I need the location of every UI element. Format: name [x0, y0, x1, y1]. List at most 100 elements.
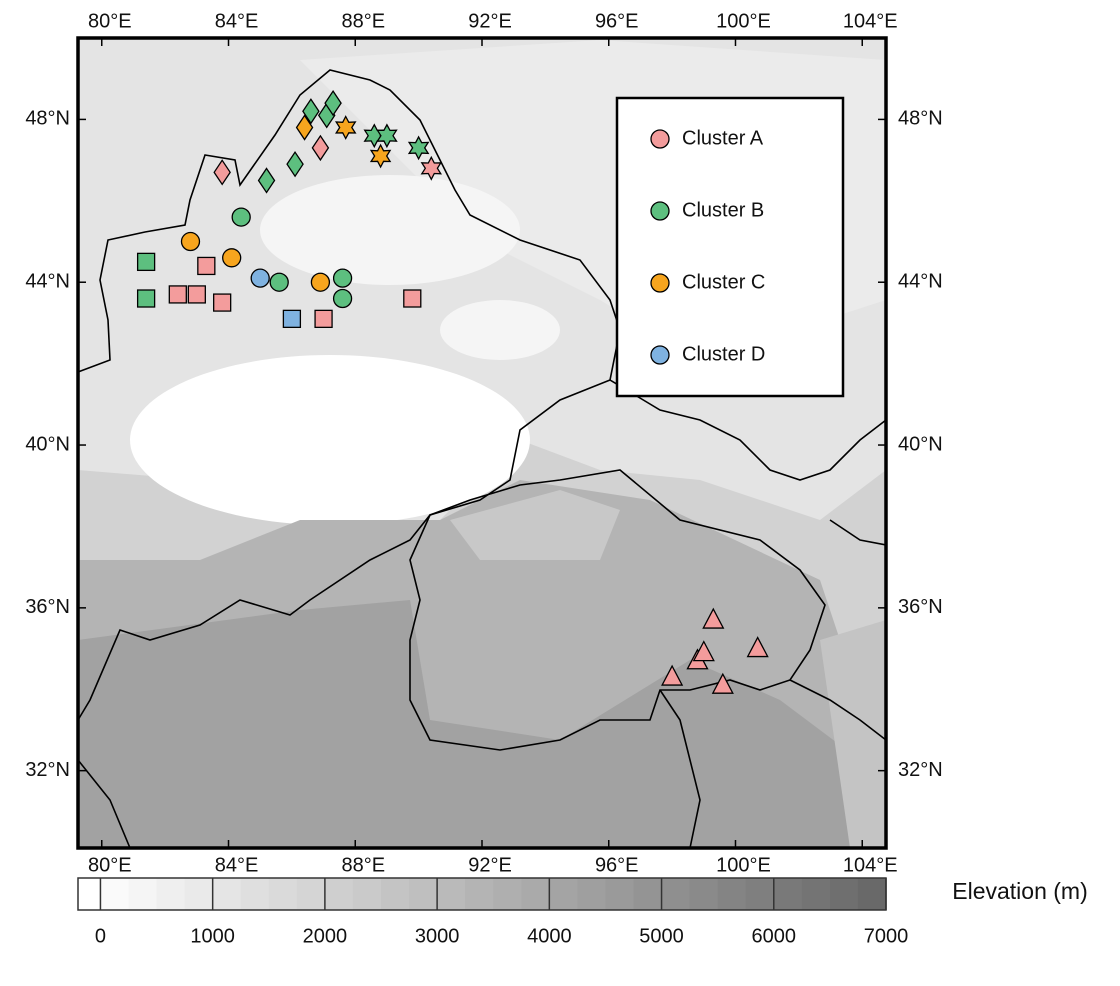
colorbar-segment	[857, 878, 887, 910]
x-tick-label-bottom: 80°E	[88, 854, 132, 876]
legend-box	[615, 96, 845, 398]
legend-label: Cluster B	[682, 199, 764, 221]
site-marker	[332, 268, 353, 288]
site-marker	[250, 268, 270, 288]
site-marker	[282, 309, 302, 329]
y-tick-label-right: 48°N	[898, 108, 943, 130]
colorbar-tick-label: 0	[95, 925, 106, 947]
colorbar-segment	[100, 878, 129, 910]
site-marker	[180, 231, 201, 252]
y-tick-label-right: 32°N	[898, 759, 943, 781]
colorbar-segment	[661, 878, 691, 910]
colorbar-tick-label: 4000	[527, 925, 572, 947]
colorbar-segment	[324, 878, 354, 910]
site-marker	[231, 207, 251, 227]
site-marker	[661, 664, 684, 686]
colorbar-tick-label: 5000	[639, 925, 684, 947]
colorbar-segment	[128, 878, 158, 910]
colorbar-segment	[549, 878, 578, 910]
colorbar-segment	[829, 878, 859, 910]
colorbar-tick-label: 1000	[190, 925, 235, 947]
site-marker	[403, 289, 422, 308]
x-tick-label-bottom: 104°E	[843, 854, 898, 876]
site-marker	[295, 114, 314, 141]
legend-label: Cluster A	[682, 127, 764, 149]
site-marker	[407, 135, 430, 161]
legend	[615, 96, 845, 398]
x-tick-label-bottom: 84°E	[215, 854, 259, 876]
x-tick-label-top: 80°E	[88, 10, 132, 32]
colorbar-tick-label: 2000	[303, 925, 348, 947]
x-tick-label-top: 96°E	[595, 10, 639, 32]
y-tick-label-right: 40°N	[898, 433, 943, 455]
legend-marker	[650, 201, 670, 221]
legend-marker	[650, 345, 670, 365]
colorbar-tick-label: 3000	[415, 925, 460, 947]
legend-label: Cluster C	[682, 271, 765, 293]
colorbar-segment	[745, 878, 775, 910]
legend-label: Cluster D	[682, 343, 765, 365]
site-marker	[187, 285, 206, 304]
borders	[78, 69, 886, 848]
x-tick-label-top: 88°E	[341, 10, 385, 32]
site-marker	[213, 293, 232, 312]
site-marker	[257, 167, 276, 194]
site-marker	[213, 159, 231, 186]
colorbar-segment	[352, 878, 382, 910]
site-marker	[746, 636, 769, 658]
x-tick-label-top: 92°E	[468, 10, 512, 32]
x-tick-label-top: 104°E	[843, 10, 898, 32]
colorbar-segment	[268, 878, 298, 910]
site-marker	[702, 607, 725, 629]
site-marker	[324, 89, 342, 117]
colorbar-tick-label: 7000	[864, 925, 909, 947]
site-marker	[222, 248, 242, 268]
colorbar-segment	[184, 878, 214, 910]
site-marker	[711, 672, 734, 694]
y-tick-label-right: 44°N	[898, 271, 943, 293]
colorbar-segment	[633, 878, 663, 910]
site-marker	[314, 309, 333, 329]
x-tick-label-bottom: 100°E	[716, 854, 771, 876]
site-marker	[269, 272, 289, 292]
site-marker	[302, 98, 320, 125]
colorbar-segment	[212, 878, 242, 910]
colorbar-label: Elevation (m)	[952, 878, 1087, 904]
colorbar-segment	[773, 878, 803, 910]
site-marker	[376, 123, 398, 149]
colorbar-segment	[240, 878, 270, 910]
site-marker	[692, 640, 715, 662]
y-tick-label-left: 48°N	[25, 108, 70, 130]
colorbar-segment	[156, 878, 186, 910]
x-tick-label-bottom: 96°E	[595, 854, 639, 876]
colorbar-segment	[296, 878, 326, 910]
colorbar-segment	[801, 878, 831, 910]
legend-marker	[650, 273, 670, 293]
site-marker	[334, 115, 357, 140]
x-tick-label-top: 100°E	[716, 10, 771, 32]
x-tick-label-bottom: 88°E	[341, 854, 385, 876]
colorbar-segment	[437, 878, 466, 910]
colorbar-segment	[605, 878, 634, 910]
site-marker	[197, 256, 216, 276]
legend-marker	[650, 129, 670, 149]
y-tick-label-right: 36°N	[898, 596, 943, 618]
x-tick-label-top: 84°E	[215, 10, 259, 32]
site-marker	[286, 151, 304, 178]
colorbar-segment	[689, 878, 719, 910]
site-marker	[369, 143, 392, 169]
colorbar-segment	[465, 878, 494, 910]
y-tick-label-left: 40°N	[25, 433, 70, 455]
colorbar-segment	[381, 878, 410, 910]
site-marker	[311, 134, 330, 162]
x-tick-label-bottom: 92°E	[468, 854, 512, 876]
site-marker	[136, 252, 156, 272]
colorbar-segment	[577, 878, 606, 910]
colorbar-segment	[493, 878, 522, 910]
site-marker	[420, 155, 443, 181]
site-marker	[332, 288, 353, 309]
site-marker	[310, 272, 331, 292]
colorbar-segment	[409, 878, 438, 910]
y-tick-label-left: 44°N	[25, 271, 70, 293]
